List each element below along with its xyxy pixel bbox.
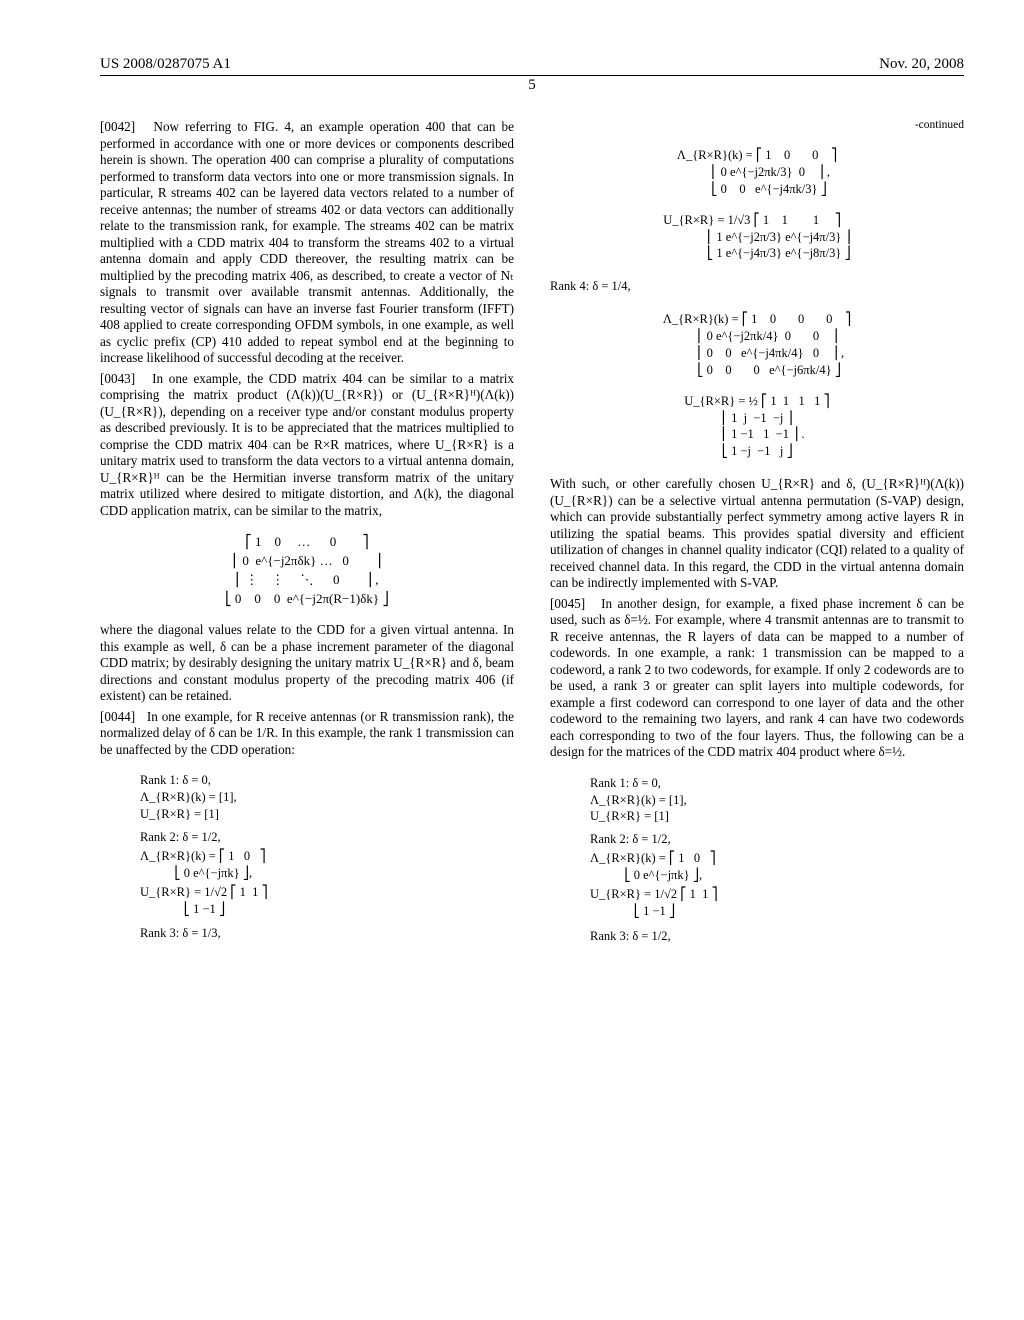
b-rank3-delta: Rank 3: δ = 1/2, xyxy=(590,928,964,945)
b-rank1-lambda: Λ_{R×R}(k) = [1], xyxy=(590,792,964,809)
publication-date: Nov. 20, 2008 xyxy=(879,56,964,73)
para-text: where the diagonal values relate to the … xyxy=(100,622,514,703)
paragraph-0042: [0042] Now referring to FIG. 4, an examp… xyxy=(100,119,514,367)
b-rank1-delta: Rank 1: δ = 0, xyxy=(590,775,964,792)
publication-number: US 2008/0287075 A1 xyxy=(100,56,231,73)
para-num: [0042] xyxy=(100,119,135,134)
page-number: 5 xyxy=(100,77,964,94)
b-rank2-u: U_{R×R} = 1/√2 ⎡ 1 1 ⎤ ⎣ 1 −1 ⎦ xyxy=(590,886,964,920)
para-num: [0045] xyxy=(550,596,585,611)
rank1-delta: Rank 1: δ = 0, xyxy=(140,772,514,789)
lambda-general-matrix: ⎡ 1 0 … 0 ⎤ ⎢ 0 e^{−j2πδk} … 0 ⎥ ⎢ ⋮ ⋮ ⋱… xyxy=(100,533,514,608)
rank4-matrices: Λ_{R×R}(k) = ⎡ 1 0 0 0 ⎤ ⎢ 0 e^{−j2πk/4}… xyxy=(550,309,964,462)
rank-equations-set-b: Rank 1: δ = 0, Λ_{R×R}(k) = [1], U_{R×R}… xyxy=(550,775,964,945)
rank4-header: Rank 4: δ = 1/4, xyxy=(550,278,964,295)
para-text: With such, or other carefully chosen U_{… xyxy=(550,476,964,590)
paragraph-0043b: where the diagonal values relate to the … xyxy=(100,622,514,705)
continued-label: -continued xyxy=(550,119,964,131)
b-rank2-delta: Rank 2: δ = 1/2, xyxy=(590,831,964,848)
paragraph-0043: [0043] In one example, the CDD matrix 40… xyxy=(100,371,514,520)
paragraph-0045: [0045] In another design, for example, a… xyxy=(550,596,964,761)
para-text: Now referring to FIG. 4, an example oper… xyxy=(100,119,514,365)
paragraph-0044b: With such, or other carefully chosen U_{… xyxy=(550,476,964,592)
rank2-lambda: Λ_{R×R}(k) = ⎡ 1 0 ⎤ ⎣ 0 e^{−jπk} ⎦, xyxy=(140,848,514,882)
b-rank1-u: U_{R×R} = [1] xyxy=(590,808,964,825)
b-rank2-lambda: Λ_{R×R}(k) = ⎡ 1 0 ⎤ ⎣ 0 e^{−jπk} ⎦, xyxy=(590,850,964,884)
rank4-delta: Rank 4: δ = 1/4, xyxy=(550,278,964,295)
rank2-u: U_{R×R} = 1/√2 ⎡ 1 1 ⎤ ⎣ 1 −1 ⎦ xyxy=(140,884,514,918)
para-text: In another design, for example, a fixed … xyxy=(550,596,964,760)
para-text: In one example, for R receive antennas (… xyxy=(100,709,514,757)
para-text: In one example, the CDD matrix 404 can b… xyxy=(100,371,514,518)
para-num: [0044] xyxy=(100,709,135,724)
rank1-lambda: Λ_{R×R}(k) = [1], xyxy=(140,789,514,806)
rank4-lambda: Λ_{R×R}(k) = ⎡ 1 0 0 0 ⎤ ⎢ 0 e^{−j2πk/4}… xyxy=(663,311,851,379)
rank3-matrices: Λ_{R×R}(k) = ⎡ 1 0 0 ⎤ ⎢ 0 e^{−j2πk/3} 0… xyxy=(550,145,964,264)
rank3-u: U_{R×R} = 1/√3 ⎡ 1 1 1 ⎤ ⎢ 1 e^{−j2π/3} … xyxy=(663,212,850,263)
paragraph-0044: [0044] In one example, for R receive ant… xyxy=(100,709,514,759)
para-num: [0043] xyxy=(100,371,135,386)
rank2-delta: Rank 2: δ = 1/2, xyxy=(140,829,514,846)
rank3-lambda: Λ_{R×R}(k) = ⎡ 1 0 0 ⎤ ⎢ 0 e^{−j2πk/3} 0… xyxy=(677,147,837,198)
rank4-u: U_{R×R} = ½ ⎡ 1 1 1 1 ⎤ ⎢ 1 j −1 −j ⎥ ⎢ … xyxy=(684,393,830,461)
rank-equations-set-a1: Rank 1: δ = 0, Λ_{R×R}(k) = [1], U_{R×R}… xyxy=(100,772,514,942)
rank3-delta: Rank 3: δ = 1/3, xyxy=(140,925,514,942)
rank1-u: U_{R×R} = [1] xyxy=(140,806,514,823)
